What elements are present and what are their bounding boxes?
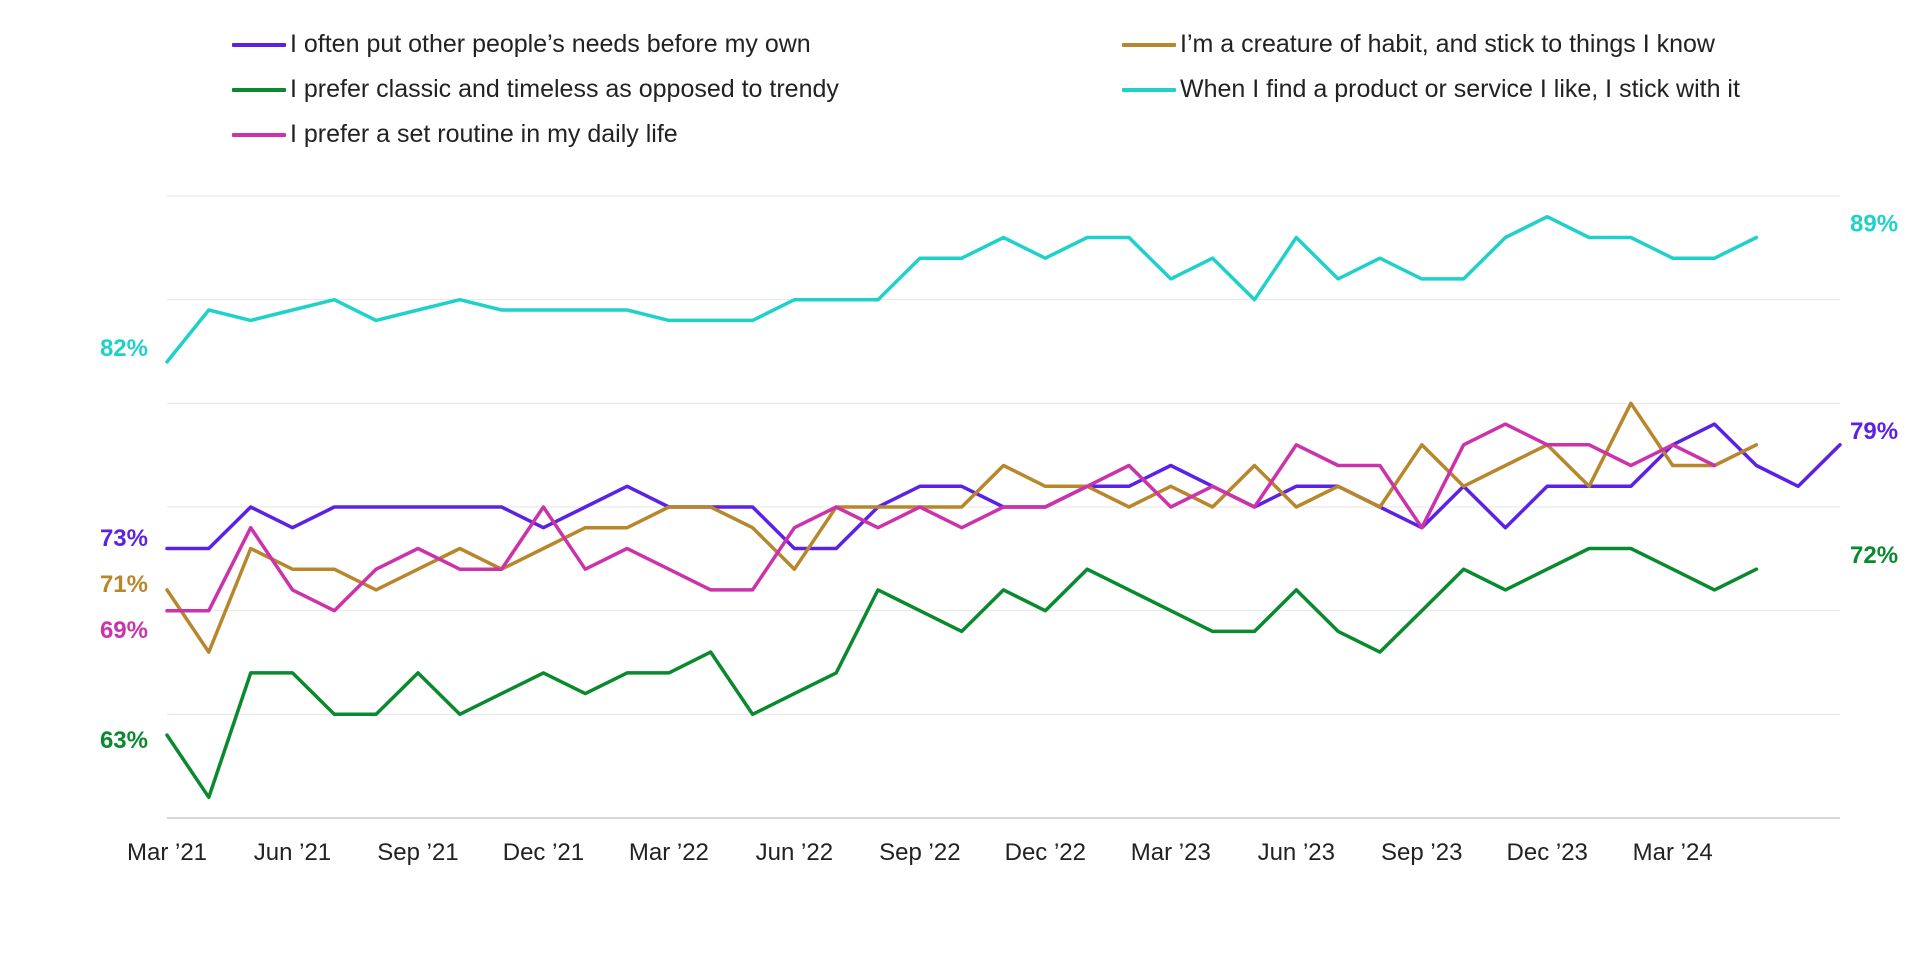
end-value-label: 72% [1850, 542, 1898, 569]
x-tick-label: Sep ’22 [879, 839, 960, 866]
start-value-label: 63% [100, 727, 148, 754]
legend-swatch [232, 132, 286, 137]
legend-swatch [1122, 42, 1176, 47]
legend-label: When I find a product or service I like,… [1180, 75, 1740, 103]
series-line [165, 214, 1759, 364]
start-value-label: 73% [100, 525, 148, 552]
end-value-label: 89% [1850, 210, 1898, 237]
x-tick-label: Jun ’23 [1258, 839, 1335, 866]
legend-item: When I find a product or service I like,… [1122, 75, 1740, 104]
x-tick-label: Dec ’21 [503, 839, 584, 866]
x-tick-label: Jun ’22 [756, 839, 833, 866]
legend-item: I prefer classic and timeless as opposed… [232, 75, 839, 104]
legend-label: I often put other people’s needs before … [290, 30, 811, 58]
legend-item: I’m a creature of habit, and stick to th… [1122, 30, 1715, 59]
x-tick-label: Sep ’23 [1381, 839, 1462, 866]
legend-label: I’m a creature of habit, and stick to th… [1180, 30, 1715, 58]
x-tick-label: Mar ’21 [127, 839, 207, 866]
x-tick-label: Mar ’24 [1633, 839, 1713, 866]
series-line [165, 401, 1759, 654]
legend-item: I often put other people’s needs before … [232, 30, 811, 59]
start-value-label: 82% [100, 335, 148, 362]
x-tick-label: Dec ’23 [1507, 839, 1588, 866]
x-tick-label: Jun ’21 [254, 839, 331, 866]
x-tick-label: Sep ’21 [377, 839, 458, 866]
series-line [165, 546, 1759, 800]
legend-swatch [232, 42, 286, 47]
x-tick-label: Mar ’23 [1131, 839, 1211, 866]
legend-swatch [232, 87, 286, 92]
x-tick-label: Dec ’22 [1005, 839, 1086, 866]
start-value-label: 69% [100, 617, 148, 644]
legend-label: I prefer a set routine in my daily life [290, 120, 678, 148]
legend-swatch [1122, 87, 1176, 92]
series-line [165, 422, 1717, 613]
start-value-label: 71% [100, 571, 148, 598]
x-tick-label: Mar ’22 [629, 839, 709, 866]
end-value-label: 79% [1850, 418, 1898, 445]
legend-item: I prefer a set routine in my daily life [232, 120, 678, 149]
legend-label: I prefer classic and timeless as opposed… [290, 75, 839, 103]
